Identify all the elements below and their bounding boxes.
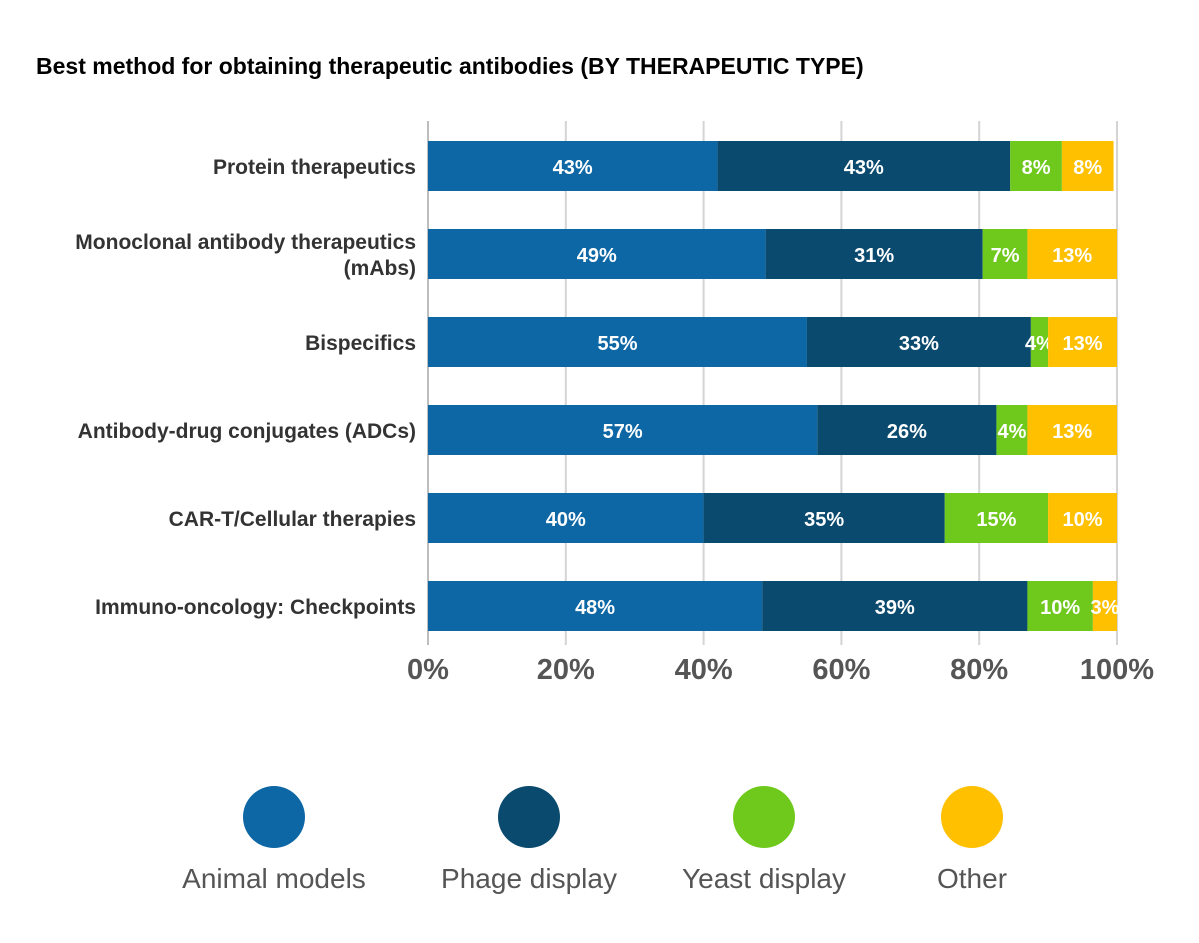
legend-label: Phage display bbox=[441, 863, 617, 894]
bar-value-label: 13% bbox=[1063, 333, 1103, 355]
bar-value-label: 57% bbox=[603, 421, 643, 443]
x-axis-tick-labels: 0% 20% 40% 60% 80% 100% bbox=[407, 654, 1154, 686]
bar-value-label: 35% bbox=[804, 509, 844, 531]
x-tick-label: 100% bbox=[1080, 654, 1154, 686]
bar-value-label: 15% bbox=[976, 509, 1016, 531]
bar-value-label: 10% bbox=[1063, 509, 1103, 531]
category-label: (mAbs) bbox=[344, 257, 416, 280]
bar-segment bbox=[703, 493, 945, 543]
bar-value-label: 8% bbox=[1022, 157, 1051, 179]
category-label: Immuno-oncology: Checkpoints bbox=[95, 596, 416, 619]
bar-segment bbox=[817, 405, 997, 455]
bar-value-label: 8% bbox=[1073, 157, 1102, 179]
bar-value-label: 33% bbox=[899, 333, 939, 355]
bar-value-label: 3% bbox=[1090, 597, 1119, 619]
x-tick-label: 40% bbox=[675, 654, 733, 686]
bar-value-label: 7% bbox=[991, 245, 1020, 267]
bar-segment bbox=[428, 493, 704, 543]
bar-segment bbox=[982, 229, 1028, 279]
bar-value-label: 43% bbox=[844, 157, 884, 179]
bar-segment bbox=[1048, 317, 1117, 367]
bars: 43% 43% 8% 8% 49% 31% 7% 13% 55% 33% 4% 13% 57% 26% 4%… bbox=[428, 141, 1120, 631]
gridlines bbox=[427, 121, 1118, 645]
bar-segment bbox=[1061, 141, 1114, 191]
bar-value-label: 4% bbox=[997, 421, 1026, 443]
chart-title: Best method for obtaining therapeutic an… bbox=[36, 53, 864, 79]
legend-swatch bbox=[733, 786, 795, 848]
bar-segment bbox=[1027, 581, 1093, 631]
bar-segment bbox=[428, 581, 763, 631]
bar-value-label: 43% bbox=[553, 157, 593, 179]
category-label: Monoclonal antibody therapeutics bbox=[75, 231, 416, 254]
bar-value-label: 49% bbox=[577, 245, 617, 267]
bar-segment bbox=[1027, 405, 1117, 455]
bar-segment bbox=[1092, 581, 1117, 631]
bar-value-label: 48% bbox=[575, 597, 615, 619]
bar-segment bbox=[1030, 317, 1049, 367]
x-tick-label: 20% bbox=[537, 654, 595, 686]
x-tick-label: 0% bbox=[407, 654, 449, 686]
legend: Animal models Phage display Yeast display O… bbox=[182, 786, 1007, 894]
bar-segment bbox=[428, 229, 766, 279]
bar-value-label: 4% bbox=[1025, 333, 1054, 355]
bar-segment bbox=[1048, 493, 1117, 543]
category-label: Antibody-drug conjugates (ADCs) bbox=[78, 420, 416, 443]
bar-segment bbox=[428, 317, 807, 367]
legend-swatch bbox=[243, 786, 305, 848]
bar-value-label: 55% bbox=[597, 333, 637, 355]
bar-value-label: 40% bbox=[546, 509, 586, 531]
bar-segment bbox=[717, 141, 1011, 191]
x-tick-label: 80% bbox=[950, 654, 1008, 686]
bar-segment bbox=[428, 141, 718, 191]
category-labels: Protein therapeutics Monoclonal antibody … bbox=[75, 156, 416, 619]
bar-value-label: 31% bbox=[854, 245, 894, 267]
bar-segment bbox=[1027, 229, 1117, 279]
legend-swatch bbox=[498, 786, 560, 848]
bar-value-label: 39% bbox=[875, 597, 915, 619]
bar-segment bbox=[806, 317, 1031, 367]
legend-label: Yeast display bbox=[682, 863, 846, 894]
bar-segment bbox=[428, 405, 818, 455]
category-label: CAR-T/Cellular therapies bbox=[169, 508, 416, 531]
bar-value-label: 10% bbox=[1040, 597, 1080, 619]
bar-value-label: 13% bbox=[1052, 245, 1092, 267]
bar-segment bbox=[1010, 141, 1062, 191]
bar-value-label: 26% bbox=[887, 421, 927, 443]
legend-swatch bbox=[941, 786, 1003, 848]
bar-segment bbox=[765, 229, 983, 279]
legend-label: Other bbox=[937, 863, 1007, 894]
bar-value-label: 13% bbox=[1052, 421, 1092, 443]
category-label: Bispecifics bbox=[305, 332, 416, 355]
category-label: Protein therapeutics bbox=[213, 156, 416, 179]
legend-label: Animal models bbox=[182, 863, 366, 894]
x-tick-label: 60% bbox=[812, 654, 870, 686]
bar-segment bbox=[762, 581, 1028, 631]
bar-segment bbox=[996, 405, 1028, 455]
bar-segment bbox=[944, 493, 1049, 543]
